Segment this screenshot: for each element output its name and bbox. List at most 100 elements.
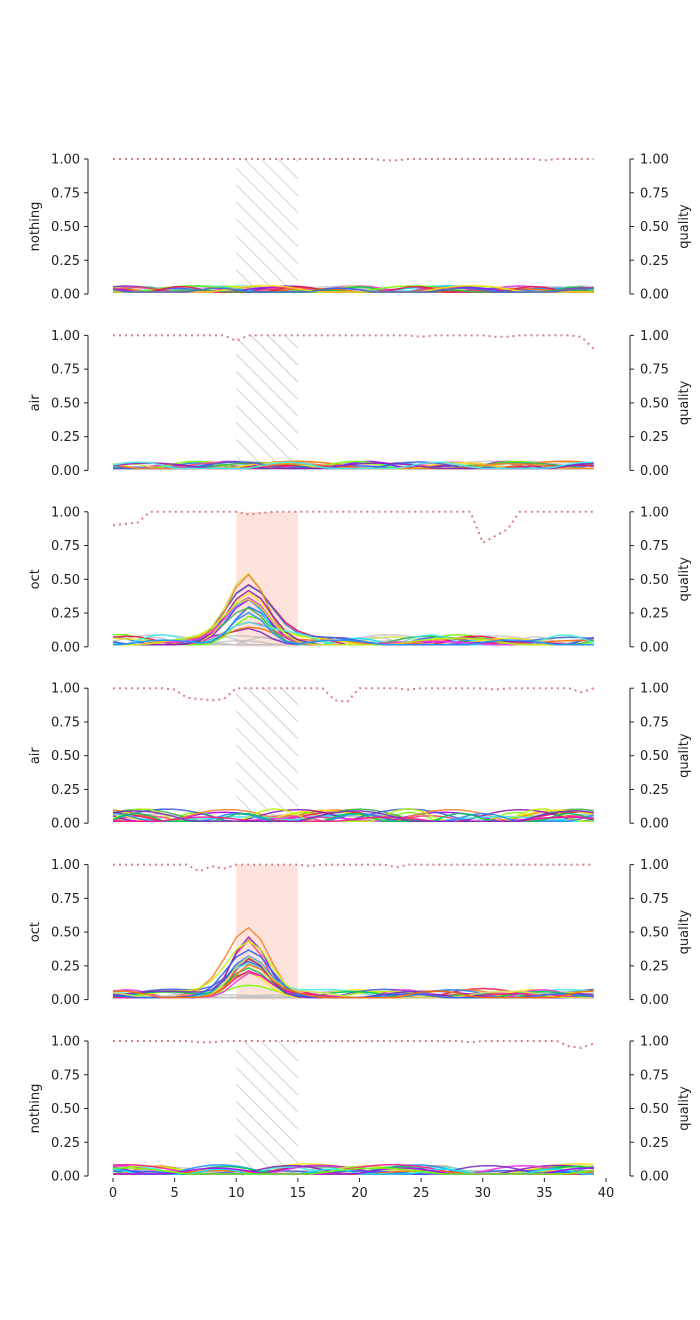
y-axis-label: oct: [28, 922, 43, 942]
stimulus-region-hatched: [236, 159, 298, 294]
response-trace: [113, 573, 594, 646]
y-tick-label: 0.50: [51, 1102, 80, 1117]
x-tick-label: 15: [290, 1186, 307, 1201]
y-tick-label: 0.25: [51, 1136, 80, 1151]
y-tick-label: 0.75: [51, 715, 80, 730]
y-axis-label: air: [28, 394, 43, 412]
y2-tick-label: 0.25: [640, 254, 669, 269]
x-tick-label: 0: [109, 1186, 117, 1201]
y2-tick-label: 0.00: [640, 1170, 669, 1185]
y2-tick-label: 0.75: [640, 1068, 669, 1083]
y-tick-label: 0.25: [51, 959, 80, 974]
y2-axis-label: quality: [677, 910, 692, 955]
y2-tick-label: 0.25: [640, 607, 669, 622]
x-tick-label: 35: [536, 1186, 553, 1201]
y-tick-label: 0.75: [51, 1068, 80, 1083]
y-tick-label: 1.00: [51, 153, 80, 168]
response-trace: [112, 583, 594, 646]
y2-tick-label: 0.25: [640, 1136, 669, 1151]
x-tick-label: 5: [170, 1186, 178, 1201]
y2-tick-label: 1.00: [640, 505, 669, 520]
subplot-3: 0.00 0.00 0.25 0.25 0.50 0.50 0.75 0.75 1.00 1.00…: [28, 505, 692, 655]
y2-tick-label: 0.75: [640, 892, 669, 907]
y-axis-label: oct: [28, 569, 43, 589]
y-axis-label: nothing: [28, 202, 43, 252]
y-tick-label: 0.50: [51, 749, 80, 764]
subplot-2: 0.00 0.00 0.25 0.25 0.50 0.50 0.75 0.75 1.00 1.00…: [28, 329, 692, 479]
response-trace: [113, 963, 594, 999]
y2-axis-label: quality: [677, 204, 692, 249]
y2-axis-label: quality: [677, 380, 692, 425]
subplot-1: 0.00 0.00 0.25 0.25 0.50 0.50 0.75 0.75 1.00 1.00…: [28, 153, 692, 303]
x-tick-label: 20: [351, 1186, 368, 1201]
stimulus-region-hatched: [236, 335, 298, 471]
response-trace: [112, 810, 594, 822]
y-tick-label: 0.25: [51, 783, 80, 798]
stimulus-region: [236, 864, 298, 1000]
y-tick-label: 0.00: [51, 288, 80, 303]
stimulus-region-hatched: [236, 688, 298, 824]
y2-tick-label: 0.75: [640, 715, 669, 730]
response-trace: [112, 611, 594, 646]
subplot-6: 0.00 0.00 0.25 0.25 0.50 0.50 0.75 0.75 1.00 1.00…: [28, 1035, 692, 1185]
quality-series: [113, 687, 595, 703]
subplot-5: 0.00 0.00 0.25 0.25 0.50 0.50 0.75 0.75 1.00 1.00…: [28, 858, 692, 1008]
y2-tick-label: 0.75: [640, 539, 669, 554]
y2-tick-label: 0.50: [640, 220, 669, 235]
y2-tick-label: 0.50: [640, 1102, 669, 1117]
quality-series: [113, 158, 594, 162]
x-tick-label: 40: [598, 1186, 615, 1201]
y2-tick-label: 0.50: [640, 749, 669, 764]
y-tick-label: 1.00: [51, 505, 80, 520]
y2-tick-label: 0.50: [640, 573, 669, 588]
x-tick-label: 10: [228, 1186, 245, 1201]
y2-tick-label: 0.50: [640, 396, 669, 411]
quality-series: [113, 863, 594, 873]
quality-series: [112, 510, 594, 545]
y2-tick-label: 1.00: [640, 1035, 669, 1050]
y-tick-label: 0.75: [51, 539, 80, 554]
y-tick-label: 0.75: [51, 363, 80, 378]
response-trace: [112, 584, 594, 646]
y-tick-label: 0.00: [51, 464, 80, 479]
y2-tick-label: 0.75: [640, 363, 669, 378]
y2-axis-label: quality: [677, 733, 692, 778]
y-tick-label: 0.00: [51, 993, 80, 1008]
y2-tick-label: 1.00: [640, 858, 669, 873]
x-tick-label: 30: [474, 1186, 491, 1201]
y-tick-label: 0.50: [51, 926, 80, 941]
y-tick-label: 0.00: [51, 1170, 80, 1185]
y2-tick-label: 0.50: [640, 926, 669, 941]
x-tick-label: 25: [413, 1186, 430, 1201]
y-tick-label: 0.50: [51, 396, 80, 411]
response-trace: [113, 598, 594, 646]
stimulus-region-hatched: [236, 1041, 298, 1176]
y2-axis-label: quality: [677, 557, 692, 602]
y-tick-label: 1.00: [51, 1035, 80, 1050]
y-tick-label: 1.00: [51, 682, 80, 697]
response-trace: [113, 926, 594, 999]
response-trace: [113, 284, 594, 293]
y-tick-label: 0.25: [51, 430, 80, 445]
y-tick-label: 0.00: [51, 817, 80, 832]
y-axis-label: nothing: [28, 1084, 43, 1134]
response-trace: [112, 287, 594, 293]
y2-axis-label: quality: [677, 1086, 692, 1131]
y2-tick-label: 0.00: [640, 288, 669, 303]
y2-tick-label: 0.00: [640, 464, 669, 479]
y2-tick-label: 0.00: [640, 993, 669, 1008]
y2-tick-label: 0.25: [640, 430, 669, 445]
y2-tick-label: 0.25: [640, 959, 669, 974]
y2-tick-label: 1.00: [640, 682, 669, 697]
quality-series: [113, 1040, 595, 1049]
y2-tick-label: 1.00: [640, 329, 669, 344]
response-trace: [113, 460, 594, 470]
subplot-4: 0.00 0.00 0.25 0.25 0.50 0.50 0.75 0.75 1.00 1.00…: [28, 682, 692, 832]
y-tick-label: 0.75: [51, 186, 80, 201]
y-axis-label: air: [28, 747, 43, 765]
y-tick-label: 0.50: [51, 573, 80, 588]
y-tick-label: 0.25: [51, 607, 80, 622]
y2-tick-label: 0.00: [640, 640, 669, 655]
y-tick-label: 0.75: [51, 892, 80, 907]
